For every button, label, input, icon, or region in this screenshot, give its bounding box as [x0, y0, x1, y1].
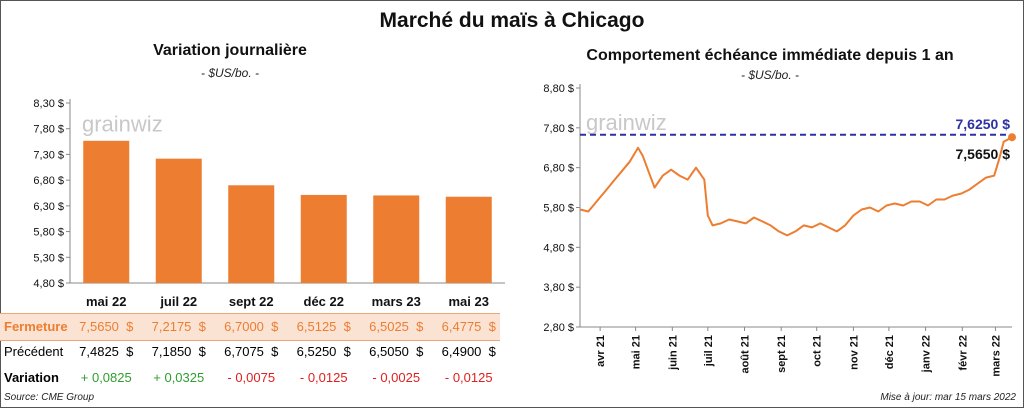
bar [228, 185, 275, 283]
bar [300, 194, 347, 283]
y-tick-label: 6,80 $ [543, 163, 574, 175]
y-tick-label: 4,80 $ [33, 278, 64, 290]
y-tick-label: 4,80 $ [543, 242, 574, 254]
x-tick-label: juil 21 [703, 335, 715, 367]
y-tick-label: 6,80 $ [33, 175, 64, 187]
x-tick-label: juil 22 [159, 294, 197, 309]
x-tick-label: janv 22 [921, 335, 933, 373]
y-tick-label: 8,30 $ [33, 98, 64, 110]
y-tick-label: 6,30 $ [33, 201, 64, 213]
x-tick-label: déc 22 [304, 294, 344, 309]
table-cell: 6,7075 $ [224, 344, 279, 359]
y-tick-label: 2,80 $ [543, 322, 574, 334]
bar-chart: 4,80 $ 5,30 $ 5,80 $ 6,30 $ 6,80 $ 7,30 $ 7,80… [33, 98, 505, 309]
table-cell: - 0,0075 [227, 370, 276, 385]
y-tick-label: 3,80 $ [543, 282, 574, 294]
x-tick-label: mars 22 [990, 335, 1002, 377]
table-row: Précédent 7,4825 $ 7,1850 $ 6,7075 $ 6,5250 … [0, 339, 500, 365]
table-cell: 7,5650 $ [79, 319, 134, 334]
x-tick-label: avr 21 [595, 335, 607, 367]
x-tick-label: févr 22 [957, 335, 969, 370]
x-tick-label: mai 22 [86, 294, 126, 309]
y-tick-label: 5,80 $ [33, 227, 64, 239]
price-line [579, 136, 1013, 237]
x-tick-label: juin 21 [667, 335, 679, 371]
table-cell: 6,4775 $ [441, 319, 496, 334]
bar [445, 196, 492, 283]
table-row-label: Fermeture [4, 319, 68, 334]
x-tick-label: mars 23 [372, 294, 421, 309]
line-chart: 2,80 $ 3,80 $ 4,80 $ 5,80 $ 6,80 $ 7,80 $ 8,80… [543, 83, 1016, 377]
x-tick-label: nov 21 [848, 335, 860, 370]
price-table: Fermeture 7,5650 $ 7,2175 $ 6,7000 $ 6,5125 … [0, 313, 500, 391]
table-row: Fermeture 7,5650 $ 7,2175 $ 6,7000 $ 6,5125 … [0, 313, 500, 341]
x-tick-label: août 21 [740, 335, 752, 374]
table-cell: + 0,0325 [153, 370, 205, 385]
watermark-text: grainwiz [82, 111, 163, 136]
y-tick-label: 7,80 $ [33, 124, 64, 136]
last-value-marker [1008, 133, 1016, 142]
x-tick-label: sept 22 [229, 294, 274, 309]
table-cell: 6,5125 $ [296, 319, 351, 334]
watermark-text: grainwiz [586, 110, 667, 135]
y-tick-label: 7,30 $ [33, 149, 64, 161]
x-tick-label: mai 21 [631, 335, 643, 369]
y-tick-label: 5,30 $ [33, 252, 64, 264]
table-cell: 6,5250 $ [296, 344, 351, 359]
y-tick-label: 7,80 $ [543, 123, 574, 135]
bar [83, 140, 130, 283]
right-panel-subtitle: - $US/bo. - [740, 68, 800, 82]
reference-line-label: 7,6250 $ [956, 116, 1011, 132]
table-cell: 7,1850 $ [151, 344, 206, 359]
table-cell: 6,5050 $ [369, 344, 424, 359]
table-row-label: Variation [4, 370, 59, 385]
left-panel-subtitle: - $US/bo. - [200, 66, 260, 80]
x-tick-label: sept 21 [776, 335, 788, 373]
bar [155, 158, 202, 283]
table-row: Variation + 0,0825 + 0,0325 - 0,0075 - 0,012… [0, 365, 500, 391]
table-cell: 6,5025 $ [369, 319, 424, 334]
last-value-label: 7,5650 $ [956, 146, 1011, 162]
table-cell: - 0,0125 [444, 370, 493, 385]
right-panel-title: Comportement échéance immédiate depuis 1… [586, 47, 954, 64]
table-row-label: Précédent [4, 344, 64, 359]
bar [373, 195, 420, 283]
table-cell: - 0,0125 [299, 370, 348, 385]
x-tick-label: oct 21 [812, 335, 824, 367]
source-note: Source: CME Group [4, 392, 95, 403]
table-cell: 7,2175 $ [151, 319, 206, 334]
table-cell: 7,4825 $ [79, 344, 134, 359]
main-title: Marché du maïs à Chicago [379, 9, 645, 32]
table-cell: - 0,0025 [372, 370, 421, 385]
y-tick-label: 5,80 $ [543, 203, 574, 215]
left-panel-title: Variation journalière [153, 42, 307, 59]
table-cell: + 0,0825 [80, 370, 132, 385]
y-tick-label: 8,80 $ [543, 83, 574, 95]
x-tick-label: mai 23 [449, 294, 489, 309]
table-cell: 6,7000 $ [224, 319, 279, 334]
update-note: Mise à jour: mar 15 mars 2022 [880, 392, 1016, 403]
x-tick-label: déc 21 [884, 335, 896, 369]
table-cell: 6,4900 $ [441, 344, 496, 359]
